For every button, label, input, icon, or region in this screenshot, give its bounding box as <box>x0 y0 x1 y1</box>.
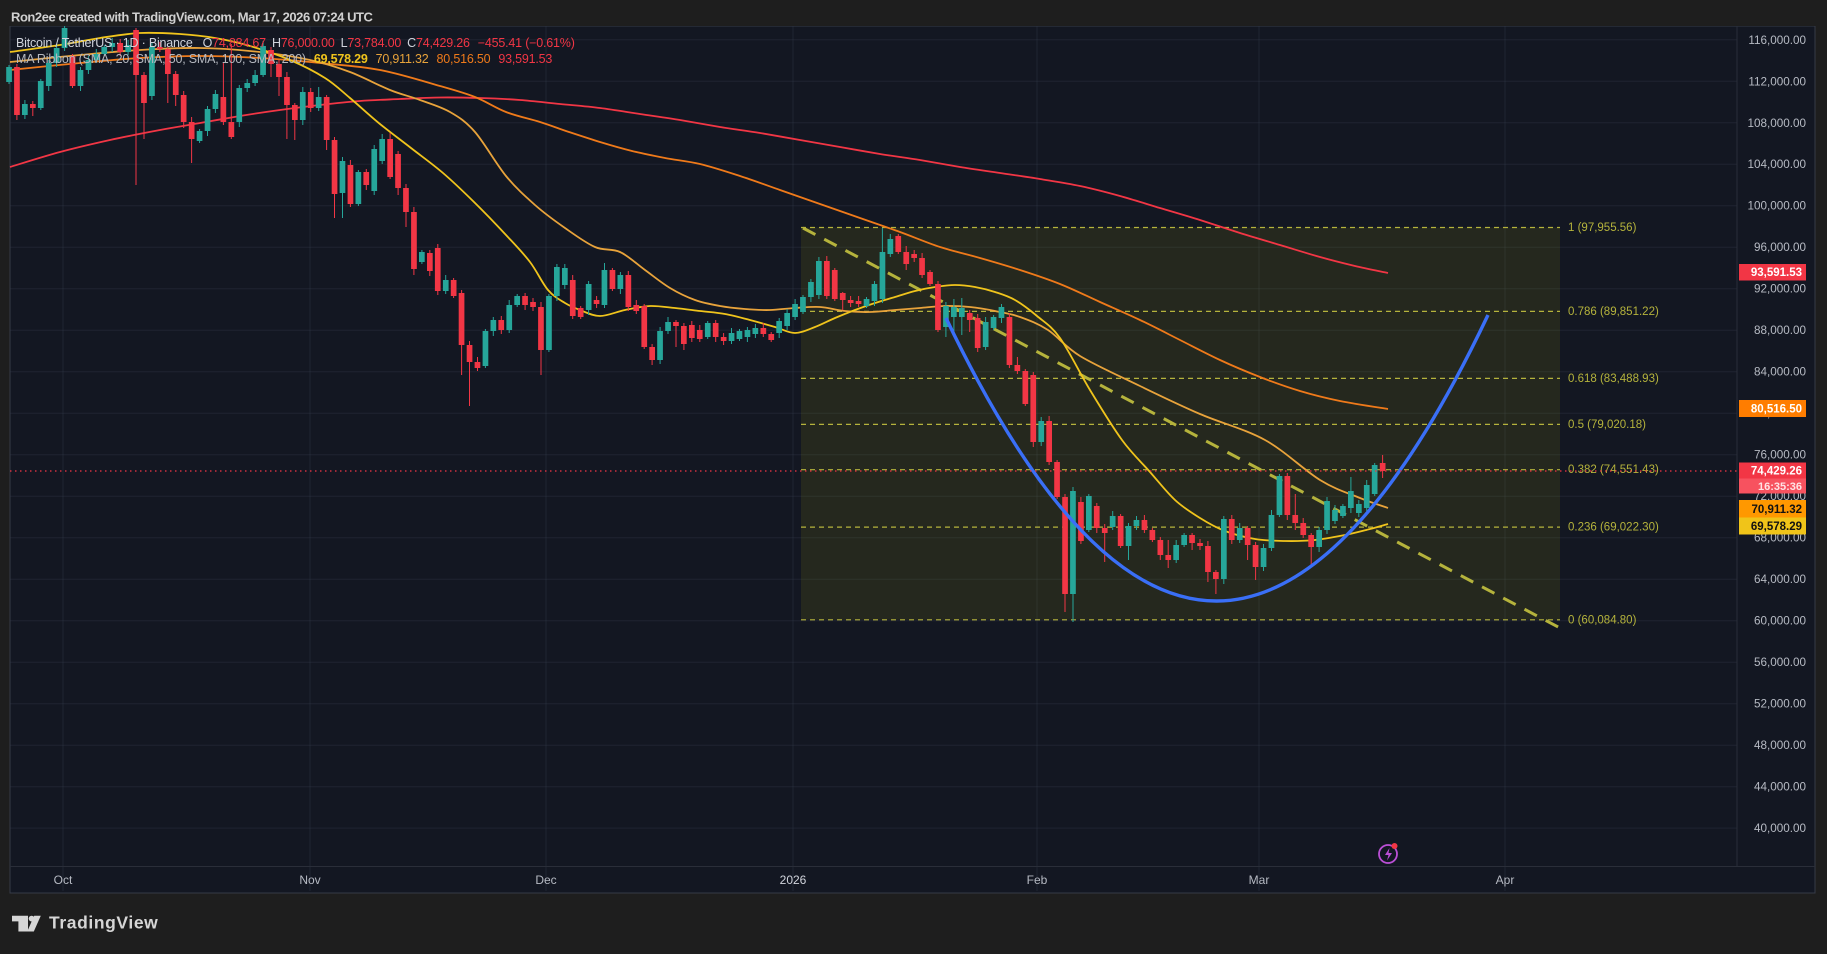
svg-text:2026: 2026 <box>780 873 807 887</box>
svg-text:80,516.50: 80,516.50 <box>1751 404 1802 416</box>
svg-text:1 (97,955.56): 1 (97,955.56) <box>1568 222 1637 234</box>
svg-text:Apr: Apr <box>1496 873 1515 887</box>
svg-text:Dec: Dec <box>535 873 556 887</box>
svg-text:Mar: Mar <box>1249 873 1270 887</box>
svg-text:0.618 (83,488.93): 0.618 (83,488.93) <box>1568 373 1659 385</box>
svg-text:16:35:36: 16:35:36 <box>1758 481 1802 493</box>
svg-text:MA Ribbon (SMA, 20, SMA, 50, S: MA Ribbon (SMA, 20, SMA, 50, SMA, 100, S… <box>16 52 552 66</box>
svg-text:84,000.00: 84,000.00 <box>1754 366 1806 379</box>
svg-text:TradingView: TradingView <box>49 913 158 933</box>
svg-text:0.236 (69,022.30): 0.236 (69,022.30) <box>1568 522 1659 534</box>
svg-text:48,000.00: 48,000.00 <box>1754 739 1806 752</box>
svg-text:44,000.00: 44,000.00 <box>1754 781 1806 794</box>
svg-text:100,000.00: 100,000.00 <box>1748 200 1807 213</box>
svg-text:Nov: Nov <box>299 873 320 887</box>
svg-text:0.5 (79,020.18): 0.5 (79,020.18) <box>1568 419 1646 431</box>
svg-text:Bitcoin / TetherUS · 1D · Bina: Bitcoin / TetherUS · 1D · Binance O74,884… <box>16 36 575 50</box>
svg-text:104,000.00: 104,000.00 <box>1748 158 1807 171</box>
svg-text:64,000.00: 64,000.00 <box>1754 573 1806 586</box>
svg-text:69,578.29: 69,578.29 <box>1751 521 1802 533</box>
svg-text:112,000.00: 112,000.00 <box>1748 75 1806 88</box>
svg-text:56,000.00: 56,000.00 <box>1754 656 1806 669</box>
svg-text:Ron2ee created with TradingVie: Ron2ee created with TradingView.com, Mar… <box>11 10 373 25</box>
svg-text:76,000.00: 76,000.00 <box>1754 449 1806 462</box>
svg-text:108,000.00: 108,000.00 <box>1748 117 1807 130</box>
svg-text:60,000.00: 60,000.00 <box>1754 615 1806 628</box>
svg-text:68,000.00: 68,000.00 <box>1754 532 1806 545</box>
svg-text:74,429.26: 74,429.26 <box>1751 466 1802 478</box>
svg-text:92,000.00: 92,000.00 <box>1754 283 1806 296</box>
svg-text:88,000.00: 88,000.00 <box>1754 324 1806 337</box>
svg-text:0 (60,084.80): 0 (60,084.80) <box>1568 614 1637 626</box>
svg-text:Oct: Oct <box>54 873 73 887</box>
svg-text:52,000.00: 52,000.00 <box>1754 698 1806 711</box>
svg-text:70,911.32: 70,911.32 <box>1751 504 1802 516</box>
svg-text:40,000.00: 40,000.00 <box>1754 822 1806 835</box>
svg-text:93,591.53: 93,591.53 <box>1751 267 1802 279</box>
svg-text:116,000.00: 116,000.00 <box>1748 34 1806 47</box>
svg-text:Feb: Feb <box>1027 873 1048 887</box>
svg-text:0.382 (74,551.43): 0.382 (74,551.43) <box>1568 464 1659 476</box>
svg-text:0.786 (89,851.22): 0.786 (89,851.22) <box>1568 306 1659 318</box>
svg-text:96,000.00: 96,000.00 <box>1754 241 1806 254</box>
